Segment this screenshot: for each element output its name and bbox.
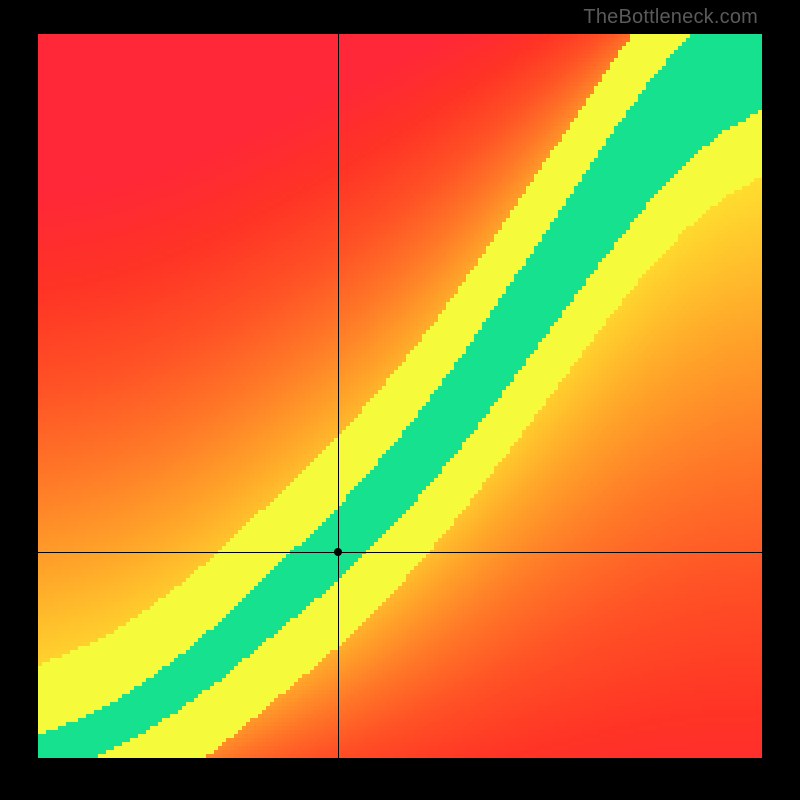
bottleneck-heatmap <box>38 34 762 758</box>
watermark: TheBottleneck.com <box>583 6 758 29</box>
heatmap-canvas <box>38 34 762 758</box>
